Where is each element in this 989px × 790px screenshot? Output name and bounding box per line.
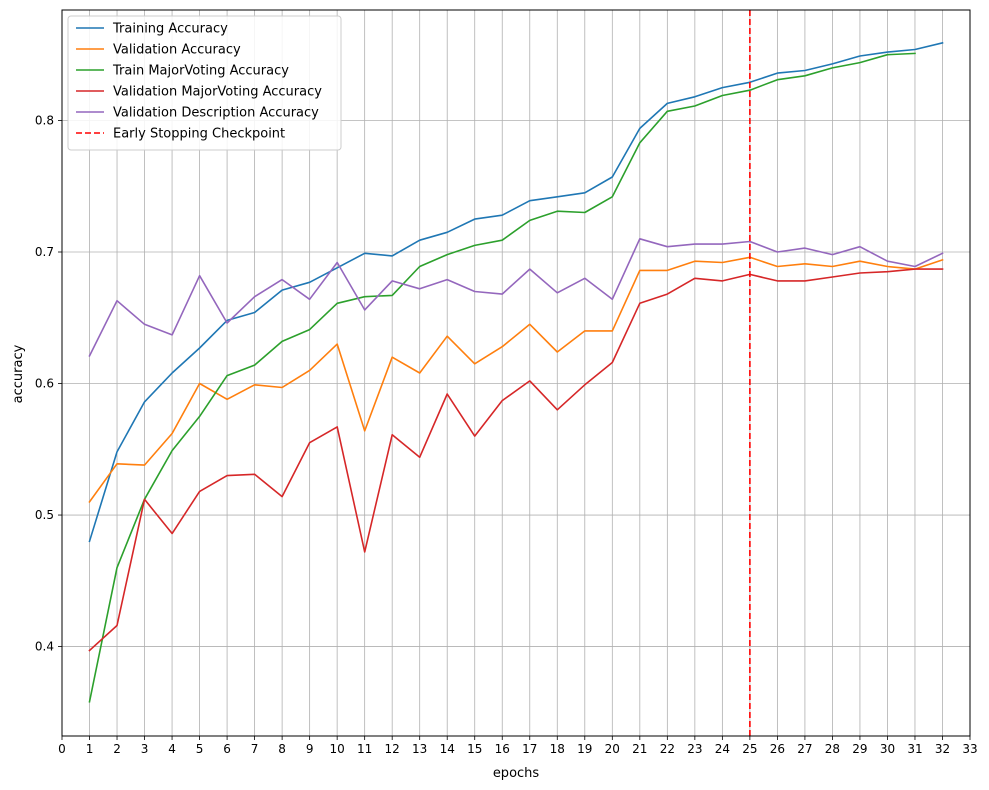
legend-label: Validation Description Accuracy bbox=[113, 106, 319, 121]
series-line bbox=[88, 238, 944, 357]
x-tick-label: 12 bbox=[385, 742, 400, 756]
x-tick-label: 20 bbox=[605, 742, 620, 756]
x-tick-label: 8 bbox=[278, 742, 286, 756]
x-axis-label: epochs bbox=[493, 766, 540, 781]
plot-frame bbox=[61, 9, 971, 737]
x-axis-ticks: 0 1 2 3 4 5 6 7 8 9 10 11 12 13 14 15 16 17 18 19 20 21 22 23 24… bbox=[58, 736, 978, 756]
x-tick-label: 26 bbox=[770, 742, 785, 756]
x-tick-label: 10 bbox=[330, 742, 345, 756]
x-tick-label: 5 bbox=[196, 742, 204, 756]
legend-label: Validation MajorVoting Accuracy bbox=[113, 85, 322, 100]
x-tick-label: 18 bbox=[550, 742, 565, 756]
x-tick-label: 2 bbox=[113, 742, 121, 756]
x-tick-label: 27 bbox=[797, 742, 812, 756]
y-axis-ticks: 0.4 0.5 0.6 0.7 0.8 bbox=[35, 113, 62, 654]
y-tick-label: 0.8 bbox=[35, 113, 54, 127]
series-lines bbox=[88, 41, 944, 703]
x-tick-label: 32 bbox=[935, 742, 950, 756]
x-tick-label: 1 bbox=[86, 742, 94, 756]
legend-label: Early Stopping Checkpoint bbox=[113, 127, 285, 142]
legend-label: Validation Accuracy bbox=[113, 43, 241, 58]
legend-box bbox=[67, 15, 342, 151]
y-tick-label: 0.5 bbox=[35, 508, 54, 522]
x-tick-label: 25 bbox=[742, 742, 757, 756]
y-tick-label: 0.7 bbox=[35, 245, 54, 259]
x-tick-label: 16 bbox=[495, 742, 510, 756]
x-tick-label: 15 bbox=[467, 742, 482, 756]
x-tick-label: 9 bbox=[306, 742, 314, 756]
y-tick-label: 0.6 bbox=[35, 377, 54, 391]
x-tick-label: 28 bbox=[825, 742, 840, 756]
y-tick-label: 0.4 bbox=[35, 640, 54, 654]
x-tick-label: 19 bbox=[577, 742, 592, 756]
legend-label: Train MajorVoting Accuracy bbox=[112, 64, 289, 79]
y-axis-label: accuracy bbox=[11, 344, 26, 403]
x-tick-label: 24 bbox=[715, 742, 730, 756]
x-tick-label: 23 bbox=[687, 742, 702, 756]
x-tick-label: 7 bbox=[251, 742, 259, 756]
x-tick-label: 17 bbox=[522, 742, 537, 756]
x-tick-label: 33 bbox=[962, 742, 977, 756]
x-tick-label: 29 bbox=[852, 742, 867, 756]
series-line bbox=[88, 268, 944, 652]
x-tick-label: 21 bbox=[632, 742, 647, 756]
x-tick-label: 0 bbox=[58, 742, 66, 756]
legend: Training Accuracy Validation Accuracy Trai… bbox=[67, 15, 342, 151]
x-tick-label: 4 bbox=[168, 742, 176, 756]
x-tick-label: 3 bbox=[141, 742, 149, 756]
series-line bbox=[88, 256, 944, 504]
series-line bbox=[88, 52, 916, 703]
x-tick-label: 31 bbox=[907, 742, 922, 756]
x-tick-label: 6 bbox=[223, 742, 231, 756]
legend-label: Training Accuracy bbox=[112, 22, 228, 37]
x-tick-label: 14 bbox=[440, 742, 455, 756]
x-tick-label: 30 bbox=[880, 742, 895, 756]
x-tick-label: 11 bbox=[357, 742, 372, 756]
x-tick-label: 22 bbox=[660, 742, 675, 756]
x-tick-label: 13 bbox=[412, 742, 427, 756]
